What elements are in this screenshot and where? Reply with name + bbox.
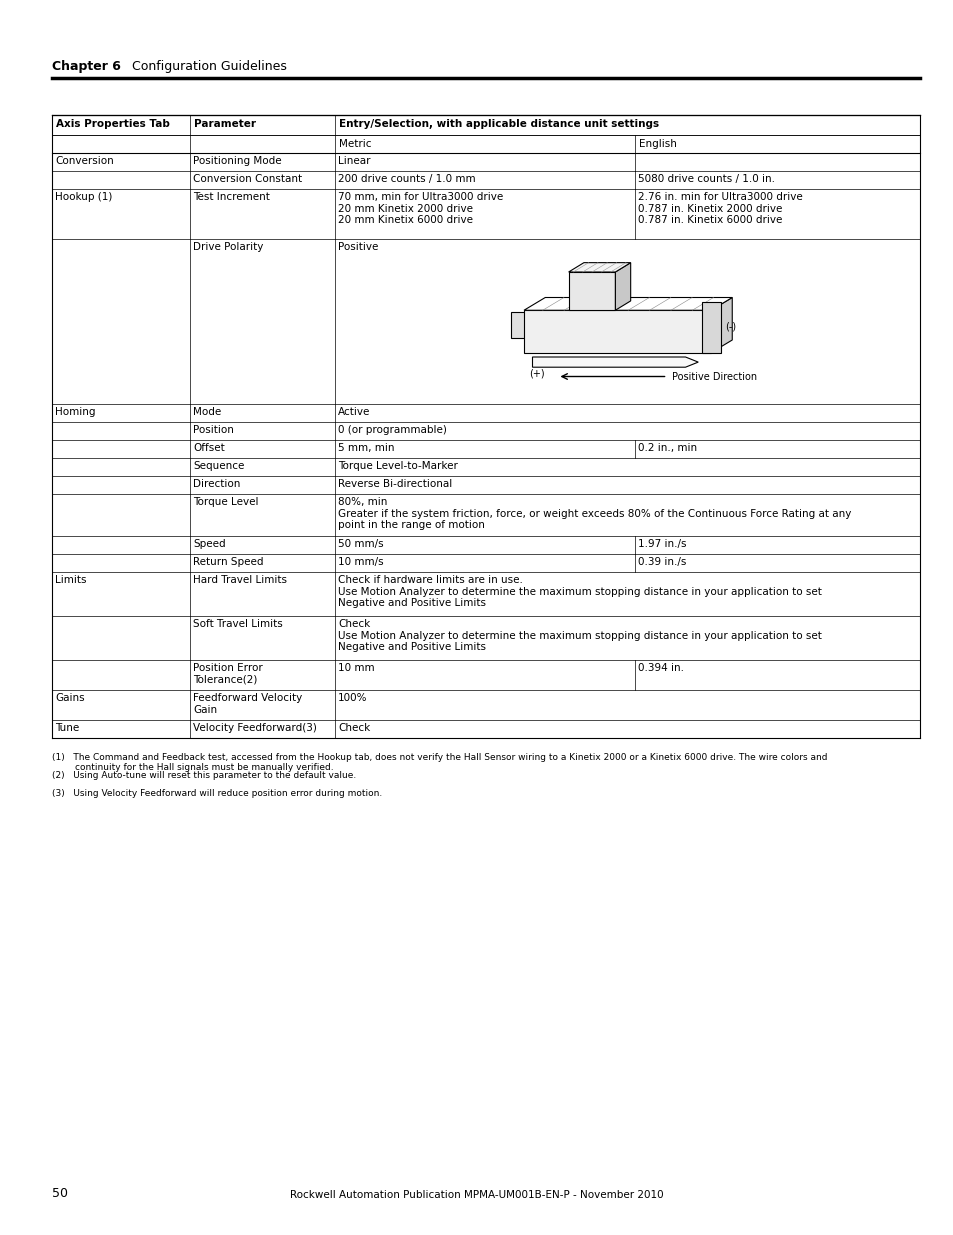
Text: 0.2 in., min: 0.2 in., min: [638, 443, 697, 453]
Text: Check
Use Motion Analyzer to determine the maximum stopping distance in your app: Check Use Motion Analyzer to determine t…: [337, 619, 821, 652]
Polygon shape: [511, 312, 537, 338]
Text: Limits: Limits: [55, 576, 87, 585]
Text: (2)   Using Auto-tune will reset this parameter to the default value.: (2) Using Auto-tune will reset this para…: [52, 771, 355, 781]
Text: English: English: [639, 140, 677, 149]
Text: 80%, min
Greater if the system friction, force, or weight exceeds 80% of the Con: 80%, min Greater if the system friction,…: [337, 496, 850, 530]
Text: Torque Level: Torque Level: [193, 496, 258, 508]
Text: Homing: Homing: [55, 408, 95, 417]
Text: Entry/Selection, with applicable distance unit settings: Entry/Selection, with applicable distanc…: [338, 119, 659, 128]
Polygon shape: [532, 357, 698, 367]
Text: Position Error
Tolerance(2): Position Error Tolerance(2): [193, 663, 262, 684]
Polygon shape: [523, 298, 732, 310]
Text: Direction: Direction: [193, 479, 240, 489]
Text: Hard Travel Limits: Hard Travel Limits: [193, 576, 287, 585]
Polygon shape: [701, 301, 720, 353]
Text: Conversion: Conversion: [55, 156, 113, 165]
Text: Return Speed: Return Speed: [193, 557, 263, 567]
Text: Linear: Linear: [337, 156, 370, 165]
Text: 2.76 in. min for Ultra3000 drive
0.787 in. Kinetix 2000 drive
0.787 in. Kinetix : 2.76 in. min for Ultra3000 drive 0.787 i…: [638, 191, 801, 225]
Text: Conversion Constant: Conversion Constant: [193, 174, 302, 184]
Text: Axis Properties Tab: Axis Properties Tab: [56, 119, 170, 128]
Text: Feedforward Velocity
Gain: Feedforward Velocity Gain: [193, 693, 302, 715]
Text: 10 mm/s: 10 mm/s: [337, 557, 383, 567]
Text: Positive: Positive: [337, 242, 378, 252]
Text: Positioning Mode: Positioning Mode: [193, 156, 281, 165]
Text: Configuration Guidelines: Configuration Guidelines: [132, 61, 287, 73]
Text: 50 mm/s: 50 mm/s: [337, 538, 383, 550]
Text: Tune: Tune: [55, 722, 79, 734]
Text: 0.39 in./s: 0.39 in./s: [638, 557, 685, 567]
Text: Speed: Speed: [193, 538, 226, 550]
Text: Drive Polarity: Drive Polarity: [193, 242, 263, 252]
Text: 0.394 in.: 0.394 in.: [638, 663, 683, 673]
Text: Check: Check: [337, 722, 370, 734]
Text: Sequence: Sequence: [193, 461, 244, 471]
Text: (3)   Using Velocity Feedforward will reduce position error during motion.: (3) Using Velocity Feedforward will redu…: [52, 789, 382, 798]
Polygon shape: [568, 263, 630, 272]
Text: 0 (or programmable): 0 (or programmable): [337, 425, 446, 435]
Text: Parameter: Parameter: [193, 119, 255, 128]
Polygon shape: [568, 272, 615, 310]
Text: Torque Level-to-Marker: Torque Level-to-Marker: [337, 461, 457, 471]
Text: 50: 50: [52, 1187, 68, 1200]
Text: 1.97 in./s: 1.97 in./s: [638, 538, 686, 550]
Text: 5 mm, min: 5 mm, min: [337, 443, 395, 453]
Text: Mode: Mode: [193, 408, 221, 417]
Text: Chapter 6: Chapter 6: [52, 61, 121, 73]
Text: (-): (-): [724, 321, 736, 331]
Text: Rockwell Automation Publication MPMA-UM001B-EN-P - November 2010: Rockwell Automation Publication MPMA-UM0…: [290, 1191, 663, 1200]
Text: Offset: Offset: [193, 443, 225, 453]
Text: Metric: Metric: [338, 140, 371, 149]
Text: Position: Position: [193, 425, 233, 435]
Polygon shape: [710, 298, 732, 353]
Text: 5080 drive counts / 1.0 in.: 5080 drive counts / 1.0 in.: [638, 174, 774, 184]
Text: 10 mm: 10 mm: [337, 663, 375, 673]
Text: (1)   The Command and Feedback test, accessed from the Hookup tab, does not veri: (1) The Command and Feedback test, acces…: [52, 753, 826, 772]
Text: (+): (+): [529, 368, 544, 378]
Text: 100%: 100%: [337, 693, 367, 703]
Text: Soft Travel Limits: Soft Travel Limits: [193, 619, 282, 629]
Polygon shape: [523, 310, 710, 353]
Text: 70 mm, min for Ultra3000 drive
20 mm Kinetix 2000 drive
20 mm Kinetix 6000 drive: 70 mm, min for Ultra3000 drive 20 mm Kin…: [337, 191, 503, 225]
Text: Check if hardware limits are in use.
Use Motion Analyzer to determine the maximu: Check if hardware limits are in use. Use…: [337, 576, 821, 608]
Text: Reverse Bi-directional: Reverse Bi-directional: [337, 479, 452, 489]
Text: Velocity Feedforward(3): Velocity Feedforward(3): [193, 722, 316, 734]
Text: Active: Active: [337, 408, 370, 417]
Text: Positive Direction: Positive Direction: [672, 372, 757, 382]
Text: Gains: Gains: [55, 693, 85, 703]
Text: 200 drive counts / 1.0 mm: 200 drive counts / 1.0 mm: [337, 174, 476, 184]
Text: Hookup (1): Hookup (1): [55, 191, 112, 203]
Polygon shape: [615, 263, 630, 310]
Text: Test Increment: Test Increment: [193, 191, 270, 203]
